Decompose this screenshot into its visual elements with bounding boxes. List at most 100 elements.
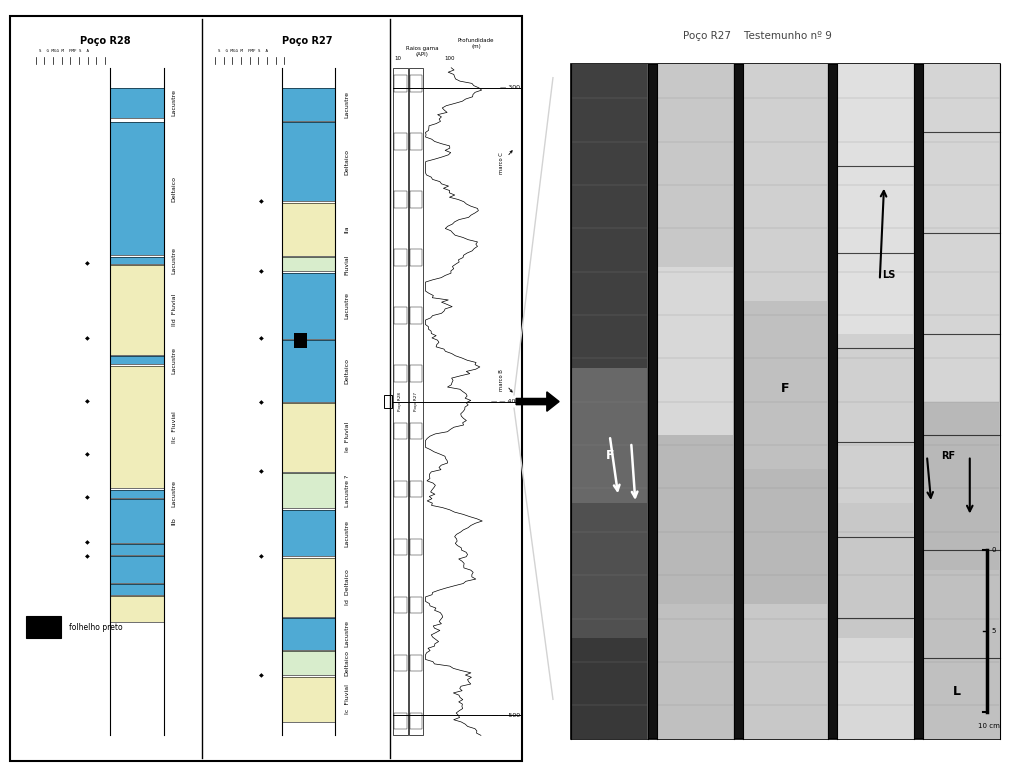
Text: folhelho preto: folhelho preto — [70, 622, 123, 632]
Bar — [111, 266, 164, 355]
Bar — [282, 677, 336, 722]
Bar — [743, 469, 827, 604]
Bar — [742, 64, 828, 739]
Bar — [743, 64, 827, 301]
Text: L: L — [953, 685, 961, 699]
Bar — [111, 365, 164, 488]
Text: Lacustre: Lacustre — [344, 91, 349, 118]
Bar — [572, 503, 647, 638]
Text: ◆: ◆ — [259, 400, 263, 406]
Text: — 300: — 300 — [500, 85, 519, 90]
Bar — [410, 655, 422, 671]
Text: ◆: ◆ — [259, 199, 263, 204]
Text: Poço R28: Poço R28 — [80, 36, 130, 46]
Bar — [282, 403, 336, 472]
Text: 5: 5 — [991, 628, 996, 634]
Text: Ic  Fluvial: Ic Fluvial — [344, 685, 349, 714]
Bar — [410, 75, 422, 92]
Bar — [838, 64, 913, 334]
Text: ◆: ◆ — [85, 554, 89, 559]
Bar — [394, 307, 407, 323]
Bar — [410, 713, 422, 730]
Bar — [410, 249, 422, 266]
Bar — [282, 340, 336, 402]
Text: 10 cm: 10 cm — [978, 723, 999, 730]
Bar — [656, 64, 734, 739]
Text: marco B: marco B — [500, 369, 512, 392]
Bar — [409, 68, 423, 735]
Text: ◆: ◆ — [259, 336, 263, 341]
Bar — [657, 604, 733, 739]
Text: Lacustre: Lacustre — [172, 480, 176, 507]
Bar — [571, 64, 648, 739]
Bar — [111, 545, 164, 555]
Bar — [393, 68, 408, 735]
Bar — [394, 365, 407, 382]
Text: Lacustre: Lacustre — [344, 620, 349, 647]
Bar — [923, 64, 999, 739]
Text: ◆: ◆ — [259, 554, 263, 559]
Bar — [282, 273, 336, 339]
Text: ◆: ◆ — [85, 399, 89, 404]
Bar — [743, 604, 827, 739]
Text: Ie  Fluvial: Ie Fluvial — [344, 422, 349, 452]
Text: IIa: IIa — [344, 225, 349, 233]
Bar — [111, 490, 164, 498]
Bar — [410, 307, 422, 323]
Bar — [838, 638, 913, 739]
Text: ◆: ◆ — [259, 469, 263, 474]
Text: Deltaico: Deltaico — [344, 149, 349, 175]
Text: Profundidade
(m): Profundidade (m) — [458, 39, 495, 49]
Text: ◆: ◆ — [85, 495, 89, 500]
Text: S  G MGG M  FMF S  A: S G MGG M FMF S A — [39, 50, 89, 54]
Text: 10: 10 — [395, 56, 401, 61]
Bar — [282, 510, 336, 556]
Text: Lacustre: Lacustre — [344, 520, 349, 546]
Text: 470 m: 470 m — [575, 747, 609, 757]
Bar — [410, 191, 422, 207]
Text: Lacustre: Lacustre — [172, 247, 176, 274]
Text: Deltaico: Deltaico — [172, 176, 176, 201]
Bar — [394, 133, 407, 150]
Text: Lacustre ?: Lacustre ? — [344, 475, 349, 507]
Text: IIc  Fluvial: IIc Fluvial — [172, 411, 176, 443]
Bar — [282, 618, 336, 650]
Bar — [384, 395, 391, 408]
Text: ◆: ◆ — [85, 452, 89, 458]
Text: LS: LS — [882, 270, 895, 280]
Text: marco C: marco C — [500, 151, 512, 174]
Bar — [838, 503, 913, 638]
Bar — [394, 423, 407, 440]
Bar — [282, 123, 336, 201]
Text: F: F — [781, 382, 790, 395]
Text: F: F — [605, 449, 614, 462]
Bar — [410, 365, 422, 382]
Bar — [572, 368, 647, 503]
Bar — [410, 539, 422, 556]
Bar — [111, 88, 164, 118]
Bar — [410, 133, 422, 150]
Text: ◆: ◆ — [259, 269, 263, 274]
Bar — [410, 423, 422, 440]
Text: — — 500: — — 500 — [492, 713, 519, 718]
Bar — [282, 88, 336, 121]
Bar — [282, 203, 336, 256]
Text: 465 m: 465 m — [575, 47, 609, 57]
Text: RF: RF — [941, 451, 955, 461]
Bar — [111, 256, 164, 264]
Bar — [394, 597, 407, 613]
Text: Lacustre: Lacustre — [172, 347, 176, 374]
Bar — [837, 64, 914, 739]
Bar — [657, 267, 733, 435]
Text: IId  Fluvial: IId Fluvial — [172, 294, 176, 326]
Bar — [924, 570, 998, 739]
Bar — [924, 402, 998, 570]
Bar — [111, 356, 164, 364]
Bar — [838, 334, 913, 503]
Bar — [394, 713, 407, 730]
Bar — [282, 257, 336, 271]
Bar — [571, 64, 999, 739]
Bar — [111, 499, 164, 543]
Bar — [657, 435, 733, 604]
Text: Deltaico: Deltaico — [344, 358, 349, 384]
